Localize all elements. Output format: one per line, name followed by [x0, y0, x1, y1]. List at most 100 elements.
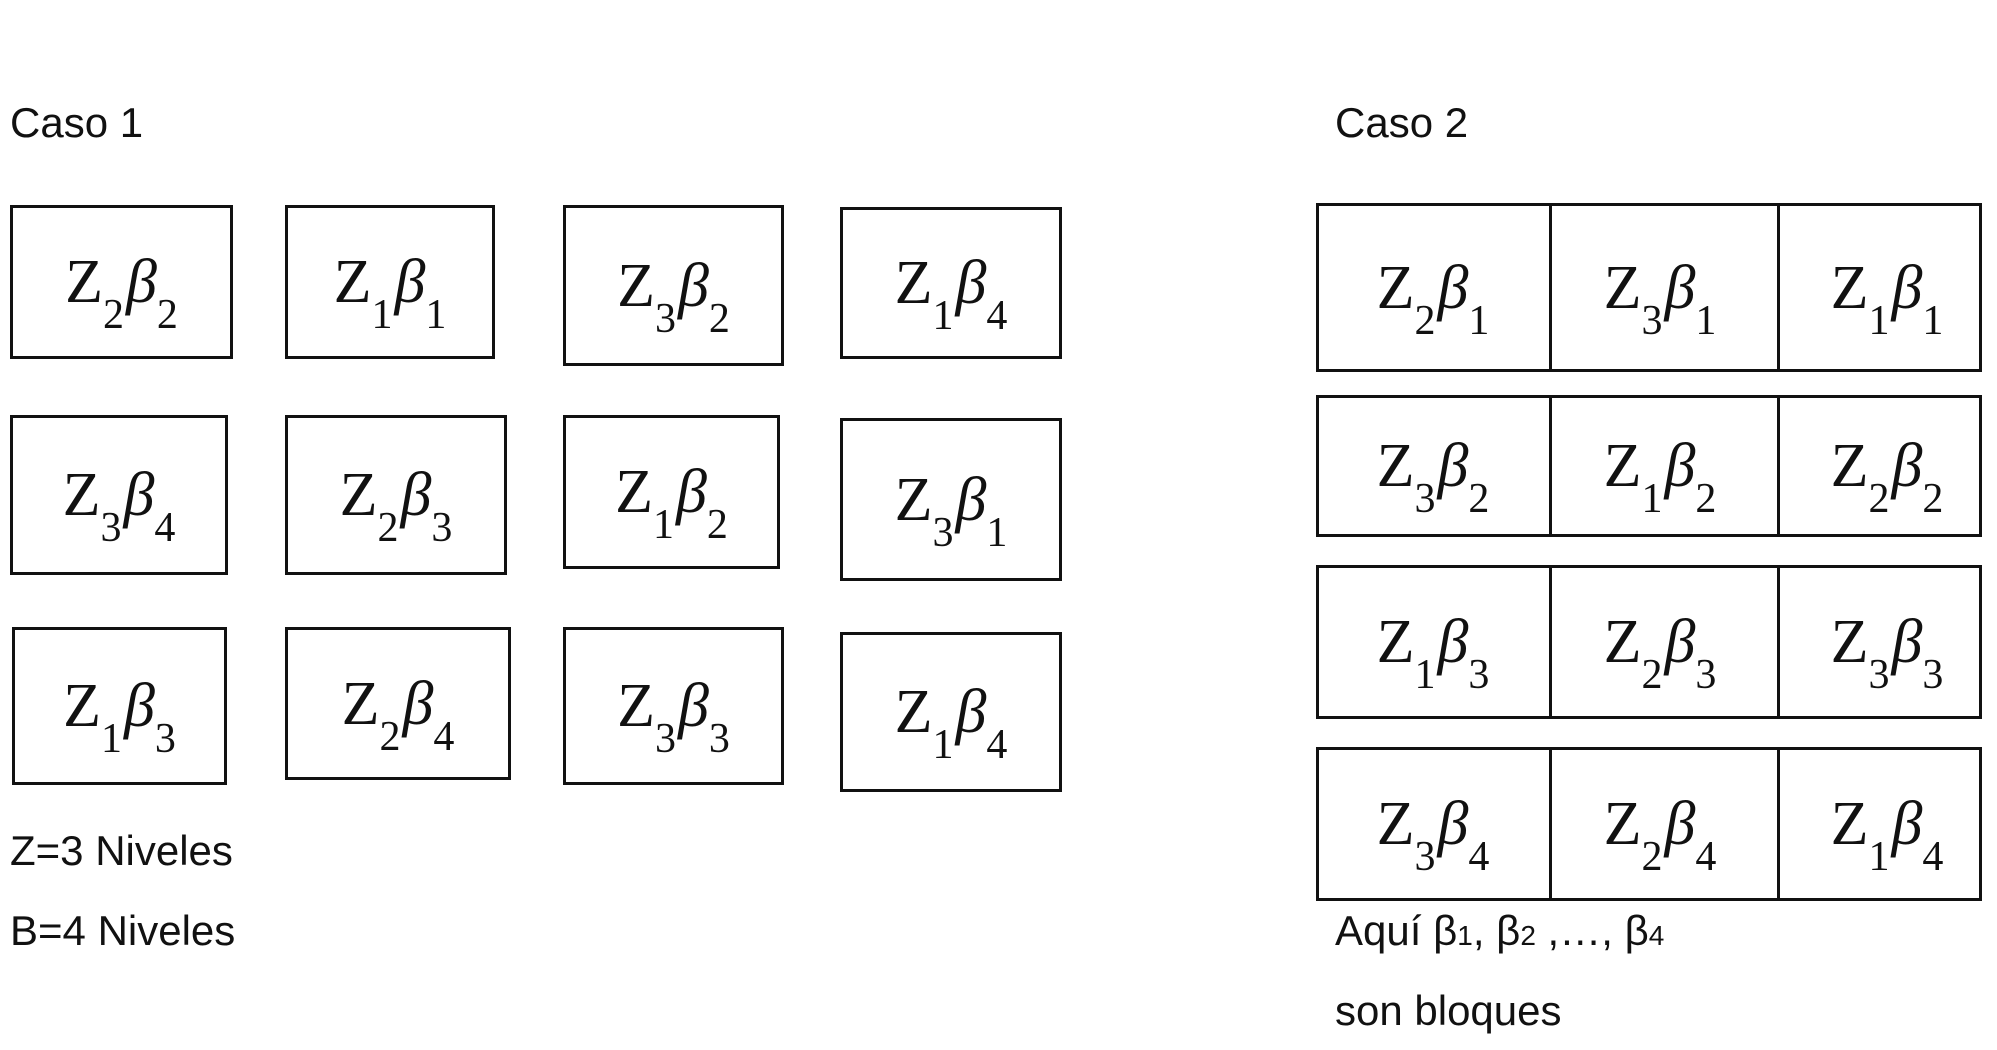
z-subscript: 1 [932, 722, 954, 768]
beta-symbol: β [955, 249, 987, 317]
z-beta-label: Z3β1 [894, 465, 1008, 554]
z-symbol: Z [894, 678, 933, 746]
caso-1-cell [285, 415, 507, 575]
beta-symbol: β [1664, 608, 1696, 676]
beta-subscript: 1 [425, 292, 447, 338]
cell-divider [1777, 398, 1780, 534]
z-beta-label: Z2β4 [1604, 793, 1717, 878]
z-subscript: 3 [654, 295, 676, 342]
caso-1-cell [840, 632, 1062, 792]
beta-subscript: 3 [431, 505, 453, 551]
z-symbol: Z [894, 465, 933, 534]
beta-subscript: 4 [433, 713, 455, 760]
beta-symbol: β [123, 672, 155, 740]
z-symbol: Z [1603, 432, 1642, 500]
z-symbol: Z [339, 461, 378, 529]
z-beta-label: Z2β3 [339, 461, 453, 549]
caso-1-cell [12, 627, 227, 785]
z-subscript: 3 [654, 716, 676, 762]
z-beta-label: Z1β4 [894, 249, 1008, 337]
z-beta-label: Z2β4 [341, 669, 455, 758]
z-subscript: 2 [379, 713, 401, 760]
beta-subscript: 2 [1695, 476, 1717, 522]
z-subscript: 3 [932, 509, 954, 556]
z-beta-label: Z1β1 [334, 248, 447, 336]
beta-subscript: 4 [986, 722, 1008, 768]
blocks-note-mid-2: ,…, β [1535, 907, 1649, 954]
z-subscript: 2 [1414, 297, 1436, 344]
z-subscript: 3 [1641, 297, 1663, 344]
z-subscript: 1 [1868, 834, 1890, 880]
caso-1-cell [10, 415, 228, 575]
z-symbol: Z [1830, 608, 1869, 676]
caso-1-cell [840, 418, 1062, 581]
z-beta-label: Z3β4 [1377, 790, 1490, 878]
b-levels-note: B=4 Niveles [10, 907, 236, 954]
beta-subscript: 4 [154, 505, 176, 551]
z-symbol: Z [894, 249, 933, 317]
z-beta-label: Z1β2 [615, 458, 728, 546]
beta-subscript: 2 [1468, 476, 1490, 522]
z-symbol: Z [1830, 432, 1869, 500]
blocks-note-sub-1: 1 [1457, 920, 1473, 951]
z-symbol: Z [615, 458, 653, 526]
caso-2-block-row [1316, 747, 1982, 901]
beta-subscript: 2 [708, 295, 730, 342]
cell-divider [1549, 750, 1552, 898]
z-symbol: Z [1830, 790, 1869, 858]
z-subscript: 3 [1868, 652, 1890, 698]
z-beta-label: Z1β3 [63, 672, 176, 760]
beta-subscript: 3 [708, 716, 730, 762]
z-symbol: Z [341, 669, 380, 738]
z-beta-label: Z3β3 [1830, 608, 1944, 696]
caso-1-cell [840, 207, 1062, 359]
beta-symbol: β [1437, 432, 1469, 500]
z-beta-label: Z2β2 [1830, 432, 1944, 520]
beta-subscript: 4 [1922, 834, 1944, 880]
z-subscript: 1 [100, 716, 122, 762]
z-symbol: Z [617, 251, 655, 320]
caso-1-title: Caso 1 [10, 99, 144, 146]
beta-symbol: β [402, 669, 434, 738]
caso-1-cell [10, 205, 233, 359]
z-subscript: 1 [1868, 297, 1890, 344]
z-subscript: 1 [932, 293, 954, 339]
caso-1-cell [285, 627, 511, 780]
beta-subscript: 4 [1695, 834, 1717, 880]
beta-subscript: 4 [1468, 834, 1490, 880]
caso-2-block-row [1316, 565, 1982, 719]
beta-symbol: β [1891, 790, 1923, 858]
beta-subscript: 3 [1922, 652, 1944, 698]
beta-symbol: β [1437, 790, 1469, 858]
z-subscript: 1 [1641, 476, 1663, 522]
beta-subscript: 2 [706, 502, 728, 548]
caso-2-title: Caso 2 [1335, 99, 1469, 146]
caso-2-block-row [1316, 395, 1982, 537]
z-beta-label: Z3β3 [617, 672, 730, 760]
blocks-note-line-2: son bloques [1335, 987, 1562, 1034]
beta-symbol: β [677, 251, 709, 320]
caso-1-cell [563, 205, 784, 366]
cell-divider [1549, 206, 1552, 369]
beta-symbol: β [1437, 608, 1469, 676]
z-subscript: 1 [652, 502, 674, 548]
z-beta-label: Z3β1 [1603, 253, 1717, 342]
z-beta-label: Z2β3 [1604, 608, 1717, 696]
beta-symbol: β [1891, 608, 1923, 676]
z-symbol: Z [617, 672, 655, 740]
z-subscript: 1 [371, 292, 393, 338]
z-symbol: Z [1603, 253, 1642, 322]
z-subscript: 1 [1414, 652, 1436, 698]
beta-subscript: 1 [1468, 297, 1490, 344]
beta-symbol: β [1664, 253, 1696, 322]
beta-subscript: 1 [986, 509, 1008, 556]
beta-symbol: β [123, 461, 155, 529]
beta-symbol: β [125, 248, 157, 316]
z-symbol: Z [65, 248, 103, 316]
beta-symbol: β [394, 248, 426, 316]
cell-divider [1777, 750, 1780, 898]
caso-2-block-row [1316, 203, 1982, 372]
z-symbol: Z [1830, 253, 1869, 322]
beta-subscript: 1 [1695, 297, 1717, 344]
z-beta-label: Z3β2 [617, 251, 730, 340]
